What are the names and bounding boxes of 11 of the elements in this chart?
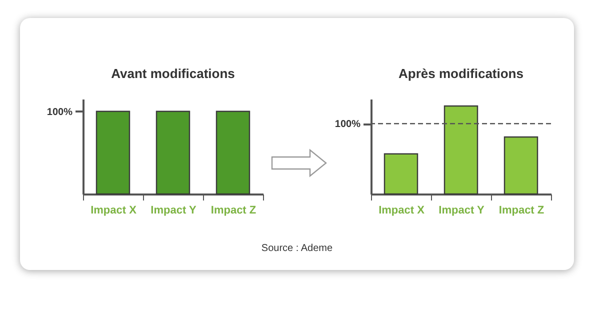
chart-title: Après modifications <box>398 66 524 81</box>
source-note: Source : Ademe <box>260 243 334 254</box>
x-tick-label: Impact X <box>90 204 138 216</box>
x-tick-label: Impact Z <box>210 204 256 216</box>
y-tick-label: 100% <box>46 106 73 118</box>
x-tick-label: Impact Y <box>438 204 485 216</box>
x-tick-label: Impact Y <box>150 204 197 216</box>
y-tick-label: 100% <box>334 119 361 130</box>
chart-title: Avant modifications <box>111 66 235 81</box>
x-tick-label: Impact X <box>378 204 426 216</box>
x-tick-label: Impact Z <box>498 204 544 216</box>
